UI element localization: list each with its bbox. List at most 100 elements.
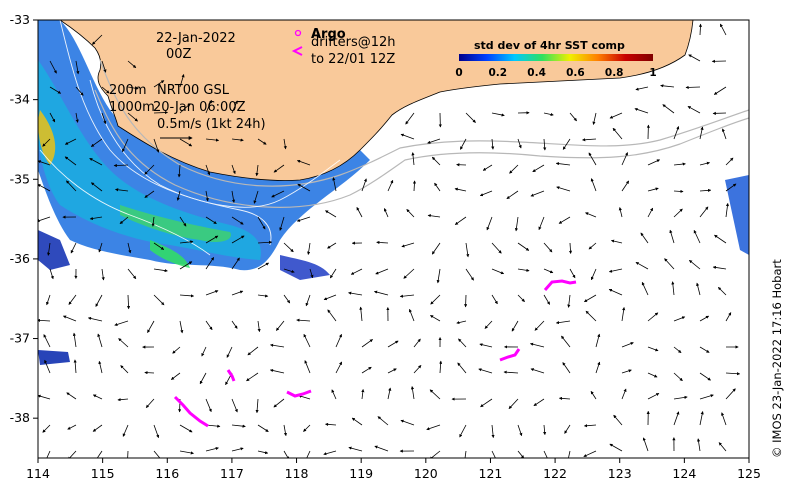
current-vector [612, 127, 623, 140]
current-vector [118, 338, 129, 348]
current-vector [699, 188, 712, 192]
colorbar-tick-label: 0.6 [566, 67, 585, 79]
current-vector [145, 398, 155, 409]
current-vector [618, 207, 623, 218]
current-vector [696, 282, 701, 296]
current-vector [608, 288, 623, 296]
current-vector [673, 395, 688, 400]
current-vector [67, 424, 77, 430]
current-vector [725, 157, 734, 166]
drifter-track [543, 279, 577, 291]
current-vector [491, 294, 498, 305]
drifters-label: drifters@12h [311, 35, 396, 50]
current-vector [583, 450, 597, 457]
current-vector [49, 268, 54, 280]
contours [39, 20, 341, 256]
credit-label: © IMOS 23-Jan-2022 17:16 Hobart [770, 259, 784, 458]
current-vector [279, 216, 285, 231]
current-vector [257, 320, 261, 333]
current-vector [119, 216, 129, 225]
current-vector [590, 268, 597, 281]
current-vector [144, 164, 155, 175]
current-vectors [38, 23, 741, 458]
current-vector [556, 186, 571, 192]
current-vector [153, 424, 160, 439]
product-label: NRT00 GSL [157, 83, 230, 98]
current-vector [387, 387, 392, 400]
current-vector [147, 320, 155, 333]
current-vector [231, 164, 236, 175]
current-vector [403, 268, 415, 279]
current-vector [673, 372, 683, 382]
current-vector [153, 450, 161, 458]
current-vector [361, 388, 365, 400]
current-vector [120, 365, 129, 374]
current-vector [460, 138, 467, 150]
current-vector [725, 183, 737, 192]
current-vector [635, 261, 649, 270]
current-vector [126, 294, 131, 310]
drifter-track [173, 395, 209, 428]
current-vector [491, 424, 495, 439]
current-vector [454, 216, 467, 225]
current-vector [327, 309, 337, 322]
current-vector [257, 294, 269, 298]
current-vector [508, 398, 519, 410]
current-vector [199, 372, 207, 385]
current-vector [699, 411, 704, 426]
current-vector [427, 214, 441, 218]
current-vector [170, 372, 181, 380]
current-vector [66, 180, 77, 192]
current-vector [101, 86, 110, 94]
current-vector [564, 424, 571, 434]
current-vector [153, 294, 165, 306]
current-vector [72, 332, 77, 348]
current-vector [688, 54, 701, 62]
current-vector [296, 159, 311, 166]
current-vector [101, 268, 105, 281]
current-vector [179, 320, 184, 334]
current-vector [387, 179, 394, 192]
current-vector [530, 190, 545, 197]
current-vector [400, 419, 415, 426]
current-vector [411, 152, 415, 166]
current-vector [179, 138, 193, 147]
current-vector [491, 112, 505, 117]
current-vector [543, 424, 547, 436]
colorbar-tick-label: 0.2 [488, 67, 507, 79]
current-vector [532, 164, 545, 173]
current-vector [283, 138, 287, 150]
colorbar: std dev of 4hr SST comp 0 0.2 0.4 0.6 0.8 1 [455, 39, 656, 79]
current-vector [465, 112, 476, 123]
current-vector [231, 138, 244, 142]
current-vector [253, 190, 259, 204]
drifter-track [286, 389, 312, 398]
x-tick-label: 117 [220, 466, 244, 481]
current-vector [590, 390, 597, 400]
current-vector [669, 229, 675, 244]
current-vector [664, 258, 675, 270]
current-vector [231, 290, 244, 296]
current-vector [405, 112, 415, 125]
current-vector [323, 450, 337, 456]
current-vector [179, 261, 193, 270]
current-vector [543, 242, 553, 253]
current-vector [283, 268, 295, 273]
current-vector [179, 450, 194, 455]
current-vector [592, 112, 597, 125]
current-vector [431, 156, 441, 166]
current-vector [699, 372, 711, 381]
colorbar-scale [459, 54, 653, 61]
x-axis: 114 115 116 117 118 119 120 121 122 123 124 125 [26, 458, 761, 481]
current-vector [427, 138, 441, 144]
current-vector [511, 320, 519, 332]
y-tick-label: -37 [10, 331, 30, 346]
x-tick-label: 116 [155, 466, 179, 481]
current-vector [699, 315, 710, 322]
current-vector [671, 281, 675, 296]
current-vector [562, 138, 571, 150]
current-vector [38, 394, 51, 400]
current-vector [205, 398, 212, 413]
current-vector [400, 133, 415, 140]
